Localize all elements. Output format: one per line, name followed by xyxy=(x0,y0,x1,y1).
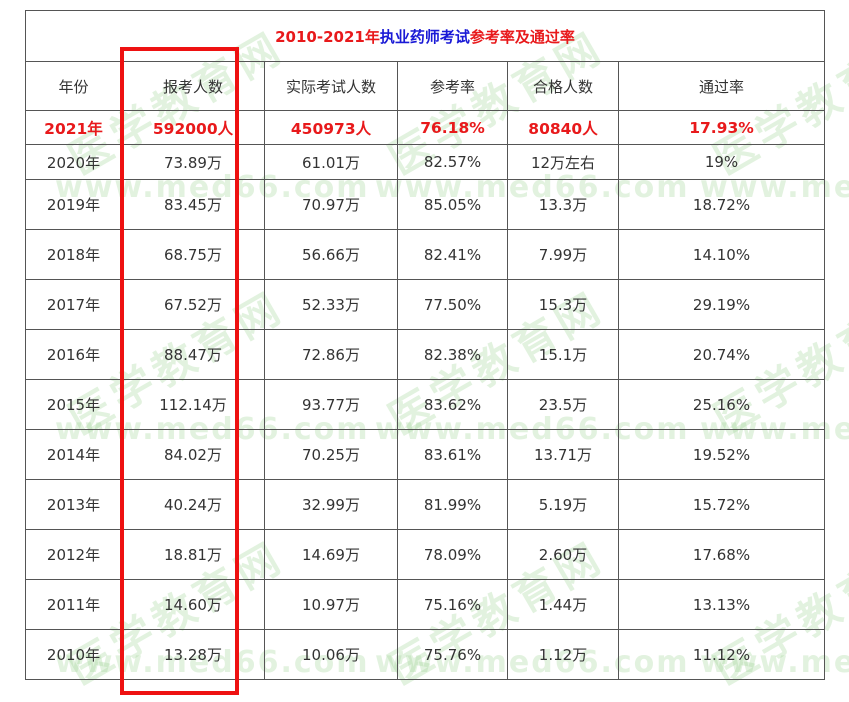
cell: 82.41% xyxy=(397,229,508,280)
cell: 83.61% xyxy=(397,429,508,480)
cell: 2010年 xyxy=(25,629,122,680)
table-row: 2010年 13.28万 10.06万 75.76% 1.12万 11.12% xyxy=(25,629,826,680)
cell: 83.62% xyxy=(397,379,508,430)
cell: 2011年 xyxy=(25,579,122,630)
cell: 12万左右 xyxy=(507,144,619,180)
cell: 15.72% xyxy=(617,479,826,530)
cell: 2021年 xyxy=(25,110,122,145)
cell: 13.71万 xyxy=(507,429,619,480)
cell: 1.12万 xyxy=(507,629,619,680)
cell: 72.86万 xyxy=(264,329,398,380)
cell: 61.01万 xyxy=(264,144,398,180)
cell: 81.99% xyxy=(397,479,508,530)
cell: 25.16% xyxy=(617,379,826,430)
cell: 82.38% xyxy=(397,329,508,380)
cell: 52.33万 xyxy=(264,279,398,330)
header-row: 年份 报考人数 实际考试人数 参考率 合格人数 通过率 xyxy=(25,61,826,111)
cell: 17.93% xyxy=(617,110,826,145)
cell: 70.97万 xyxy=(264,179,398,230)
header-actual-takers: 实际考试人数 xyxy=(264,61,398,111)
cell: 2014年 xyxy=(25,429,122,480)
table-row: 2017年 67.52万 52.33万 77.50% 15.3万 29.19% xyxy=(25,279,826,330)
header-pass-rate: 通过率 xyxy=(617,61,826,111)
title-exam-name: 执业药师考试 xyxy=(379,27,470,46)
table-row: 2015年 112.14万 93.77万 83.62% 23.5万 25.16% xyxy=(25,379,826,430)
cell: 82.57% xyxy=(397,144,508,180)
cell: 5.19万 xyxy=(507,479,619,530)
cell: 85.05% xyxy=(397,179,508,230)
title-years: 2010-2021年 xyxy=(275,27,380,46)
cell: 14.10% xyxy=(617,229,826,280)
cell: 2018年 xyxy=(25,229,122,280)
header-year: 年份 xyxy=(25,61,122,111)
cell: 88.47万 xyxy=(121,329,265,380)
cell: 70.25万 xyxy=(264,429,398,480)
exam-stats-table: 2010-2021年执业药师考试参考率及通过率 年份 报考人数 实际考试人数 参… xyxy=(24,10,826,680)
cell: 19.52% xyxy=(617,429,826,480)
cell: 13.3万 xyxy=(507,179,619,230)
table-row: 2020年 73.89万 61.01万 82.57% 12万左右 19% xyxy=(25,144,826,180)
cell: 75.16% xyxy=(397,579,508,630)
cell: 7.99万 xyxy=(507,229,619,280)
cell: 2013年 xyxy=(25,479,122,530)
cell: 10.97万 xyxy=(264,579,398,630)
table-row: 2019年 83.45万 70.97万 85.05% 13.3万 18.72% xyxy=(25,179,826,230)
cell: 19% xyxy=(617,144,826,180)
cell: 77.50% xyxy=(397,279,508,330)
cell: 13.13% xyxy=(617,579,826,630)
cell: 1.44万 xyxy=(507,579,619,630)
cell: 592000人 xyxy=(121,110,265,145)
highlight-box xyxy=(120,47,239,695)
table-row: 2018年 68.75万 56.66万 82.41% 7.99万 14.10% xyxy=(25,229,826,280)
cell: 84.02万 xyxy=(121,429,265,480)
cell: 2019年 xyxy=(25,179,122,230)
cell: 73.89万 xyxy=(121,144,265,180)
cell: 78.09% xyxy=(397,529,508,580)
cell: 2020年 xyxy=(25,144,122,180)
cell: 29.19% xyxy=(617,279,826,330)
cell: 76.18% xyxy=(397,110,508,145)
cell: 2.60万 xyxy=(507,529,619,580)
table-title: 2010-2021年执业药师考试参考率及通过率 xyxy=(24,10,826,62)
header-participation-rate: 参考率 xyxy=(397,61,508,111)
cell: 14.69万 xyxy=(264,529,398,580)
cell: 83.45万 xyxy=(121,179,265,230)
cell: 93.77万 xyxy=(264,379,398,430)
cell: 10.06万 xyxy=(264,629,398,680)
cell: 23.5万 xyxy=(507,379,619,430)
cell: 80840人 xyxy=(507,110,619,145)
cell: 15.1万 xyxy=(507,329,619,380)
cell: 11.12% xyxy=(617,629,826,680)
cell: 2016年 xyxy=(25,329,122,380)
cell: 450973人 xyxy=(264,110,398,145)
header-applicants: 报考人数 xyxy=(121,61,265,111)
cell: 20.74% xyxy=(617,329,826,380)
cell: 32.99万 xyxy=(264,479,398,530)
title-subject: 参考率及通过率 xyxy=(469,27,575,46)
cell: 15.3万 xyxy=(507,279,619,330)
cell: 112.14万 xyxy=(121,379,265,430)
cell: 2012年 xyxy=(25,529,122,580)
cell: 2015年 xyxy=(25,379,122,430)
table-row: 2012年 18.81万 14.69万 78.09% 2.60万 17.68% xyxy=(25,529,826,580)
table-row: 2013年 40.24万 32.99万 81.99% 5.19万 15.72% xyxy=(25,479,826,530)
header-passed: 合格人数 xyxy=(507,61,619,111)
table-row: 2014年 84.02万 70.25万 83.61% 13.71万 19.52% xyxy=(25,429,826,480)
cell: 2017年 xyxy=(25,279,122,330)
cell: 17.68% xyxy=(617,529,826,580)
cell: 13.28万 xyxy=(121,629,265,680)
cell: 75.76% xyxy=(397,629,508,680)
cell: 56.66万 xyxy=(264,229,398,280)
cell: 18.72% xyxy=(617,179,826,230)
